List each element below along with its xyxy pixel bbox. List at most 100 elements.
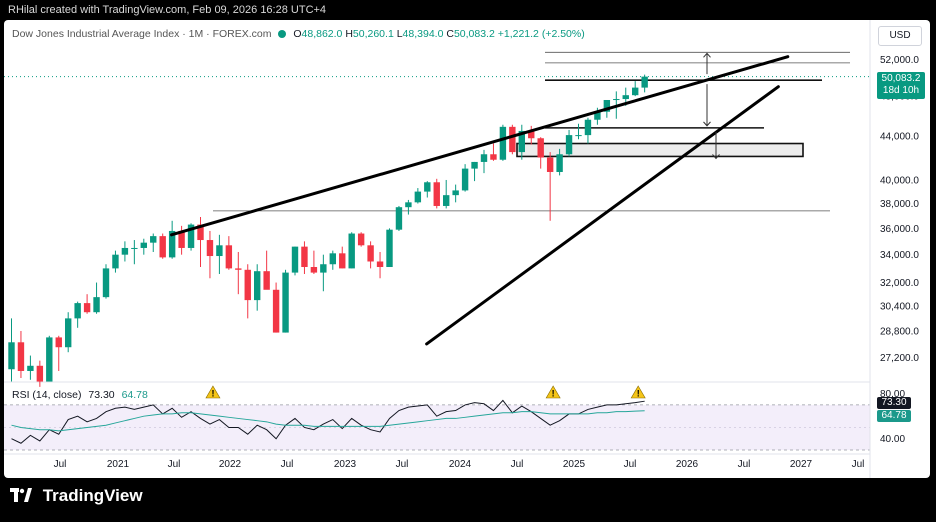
candle-body bbox=[546, 157, 554, 172]
candle-body bbox=[613, 99, 620, 101]
warning-mark: ! bbox=[637, 389, 640, 399]
time-tick-label: 2022 bbox=[219, 459, 242, 470]
candle bbox=[329, 250, 336, 270]
candle-body bbox=[480, 154, 488, 162]
open-value: 48,862.0 bbox=[301, 28, 343, 40]
symbol-title: Dow Jones Industrial Average Index · 1M … bbox=[12, 28, 272, 40]
bar-countdown: 18d 10h bbox=[882, 85, 920, 96]
warning-icon: ! bbox=[630, 385, 646, 399]
candle-body bbox=[168, 230, 176, 258]
candle-body bbox=[235, 268, 242, 270]
candle-body bbox=[74, 303, 81, 319]
candle-body bbox=[528, 130, 535, 139]
time-tick-label: Jul bbox=[396, 459, 409, 470]
candle-body bbox=[433, 182, 440, 206]
candle-body bbox=[376, 261, 384, 268]
candle bbox=[65, 312, 72, 353]
price-tick-label: 28,800.0 bbox=[880, 326, 919, 337]
candle-body bbox=[46, 337, 53, 382]
candle-body bbox=[622, 95, 629, 100]
candle bbox=[443, 179, 450, 209]
warning-mark: ! bbox=[211, 389, 214, 399]
warning-triangle bbox=[630, 385, 646, 399]
rsi-ma-tag: 64.78 bbox=[877, 410, 911, 422]
candle bbox=[150, 233, 157, 252]
market-status-icon bbox=[278, 30, 287, 38]
candle bbox=[471, 161, 478, 182]
price-chart[interactable]: 27,200.0 28,800.0 30,400.0 32,000.0 34,000.0… bbox=[4, 20, 930, 478]
time-tick-label: 2024 bbox=[449, 459, 472, 470]
candle-body bbox=[471, 161, 478, 169]
candle bbox=[632, 81, 639, 97]
open-label: O bbox=[293, 28, 302, 40]
candle bbox=[395, 205, 403, 231]
price-tick-label: 40,000.0 bbox=[880, 175, 919, 186]
candle bbox=[140, 238, 147, 255]
candle-body bbox=[594, 111, 601, 120]
candle bbox=[433, 178, 440, 209]
time-tick-label: Jul bbox=[511, 459, 524, 470]
candle bbox=[36, 360, 44, 387]
candle-body bbox=[329, 253, 336, 265]
candle-body bbox=[518, 130, 525, 153]
candle-body bbox=[357, 233, 365, 246]
candle-body bbox=[206, 240, 214, 257]
warning-triangle bbox=[205, 385, 221, 399]
arrow-head bbox=[703, 52, 711, 58]
candle-body bbox=[320, 264, 327, 273]
candle-body bbox=[367, 245, 374, 262]
rsi-value-tag: 73.30 bbox=[877, 397, 911, 409]
warning-icon: ! bbox=[545, 385, 561, 399]
symbol-legend: Dow Jones Industrial Average Index · 1M … bbox=[12, 28, 585, 40]
candle bbox=[546, 152, 554, 221]
candle bbox=[499, 124, 507, 161]
time-tick-label: 2021 bbox=[107, 459, 130, 470]
candle bbox=[244, 264, 251, 319]
candle bbox=[452, 184, 459, 203]
candle bbox=[263, 250, 270, 290]
rsi-legend: RSI (14, close) 73.30 64.78 bbox=[12, 389, 148, 401]
candle-body bbox=[225, 245, 233, 269]
candle-body bbox=[112, 254, 119, 269]
candle-body bbox=[150, 236, 157, 243]
candle bbox=[528, 125, 535, 145]
candle-body bbox=[55, 337, 62, 348]
candle-body bbox=[509, 126, 516, 153]
candle-body bbox=[131, 247, 138, 249]
candle-body bbox=[632, 87, 639, 96]
candle-body bbox=[102, 268, 110, 298]
close-label: C bbox=[446, 28, 454, 40]
candle-body bbox=[490, 154, 497, 160]
candle bbox=[235, 251, 242, 295]
candle bbox=[291, 246, 299, 276]
candle-body bbox=[36, 365, 44, 382]
candle bbox=[8, 318, 15, 382]
candle-body bbox=[575, 135, 582, 137]
rsi-legend-ma: 64.78 bbox=[121, 389, 148, 401]
candle bbox=[348, 232, 355, 269]
change-value: +1,221.2 (+2.50%) bbox=[497, 28, 585, 40]
candle bbox=[55, 335, 62, 371]
rsi-line bbox=[11, 399, 645, 444]
candle bbox=[405, 199, 412, 215]
price-tick-label: 36,000.0 bbox=[880, 224, 919, 235]
time-tick-label: Jul bbox=[852, 459, 865, 470]
candle-body bbox=[452, 190, 459, 196]
candle-body bbox=[272, 289, 280, 333]
currency-button[interactable]: USD bbox=[878, 26, 922, 46]
candle-body bbox=[405, 202, 412, 208]
candle-body bbox=[282, 272, 289, 333]
candle bbox=[556, 148, 563, 176]
candle bbox=[282, 269, 289, 333]
candle-body bbox=[65, 318, 72, 348]
candle bbox=[254, 264, 261, 311]
candle-body bbox=[348, 233, 355, 269]
candle bbox=[641, 74, 648, 93]
warning-mark: ! bbox=[552, 389, 555, 399]
candle bbox=[518, 124, 525, 160]
candle-body bbox=[339, 253, 346, 269]
candle bbox=[102, 264, 110, 299]
candle-body bbox=[537, 138, 544, 158]
support-zone bbox=[516, 142, 804, 158]
chart-card[interactable]: 27,200.0 28,800.0 30,400.0 32,000.0 34,000.0… bbox=[4, 20, 930, 478]
